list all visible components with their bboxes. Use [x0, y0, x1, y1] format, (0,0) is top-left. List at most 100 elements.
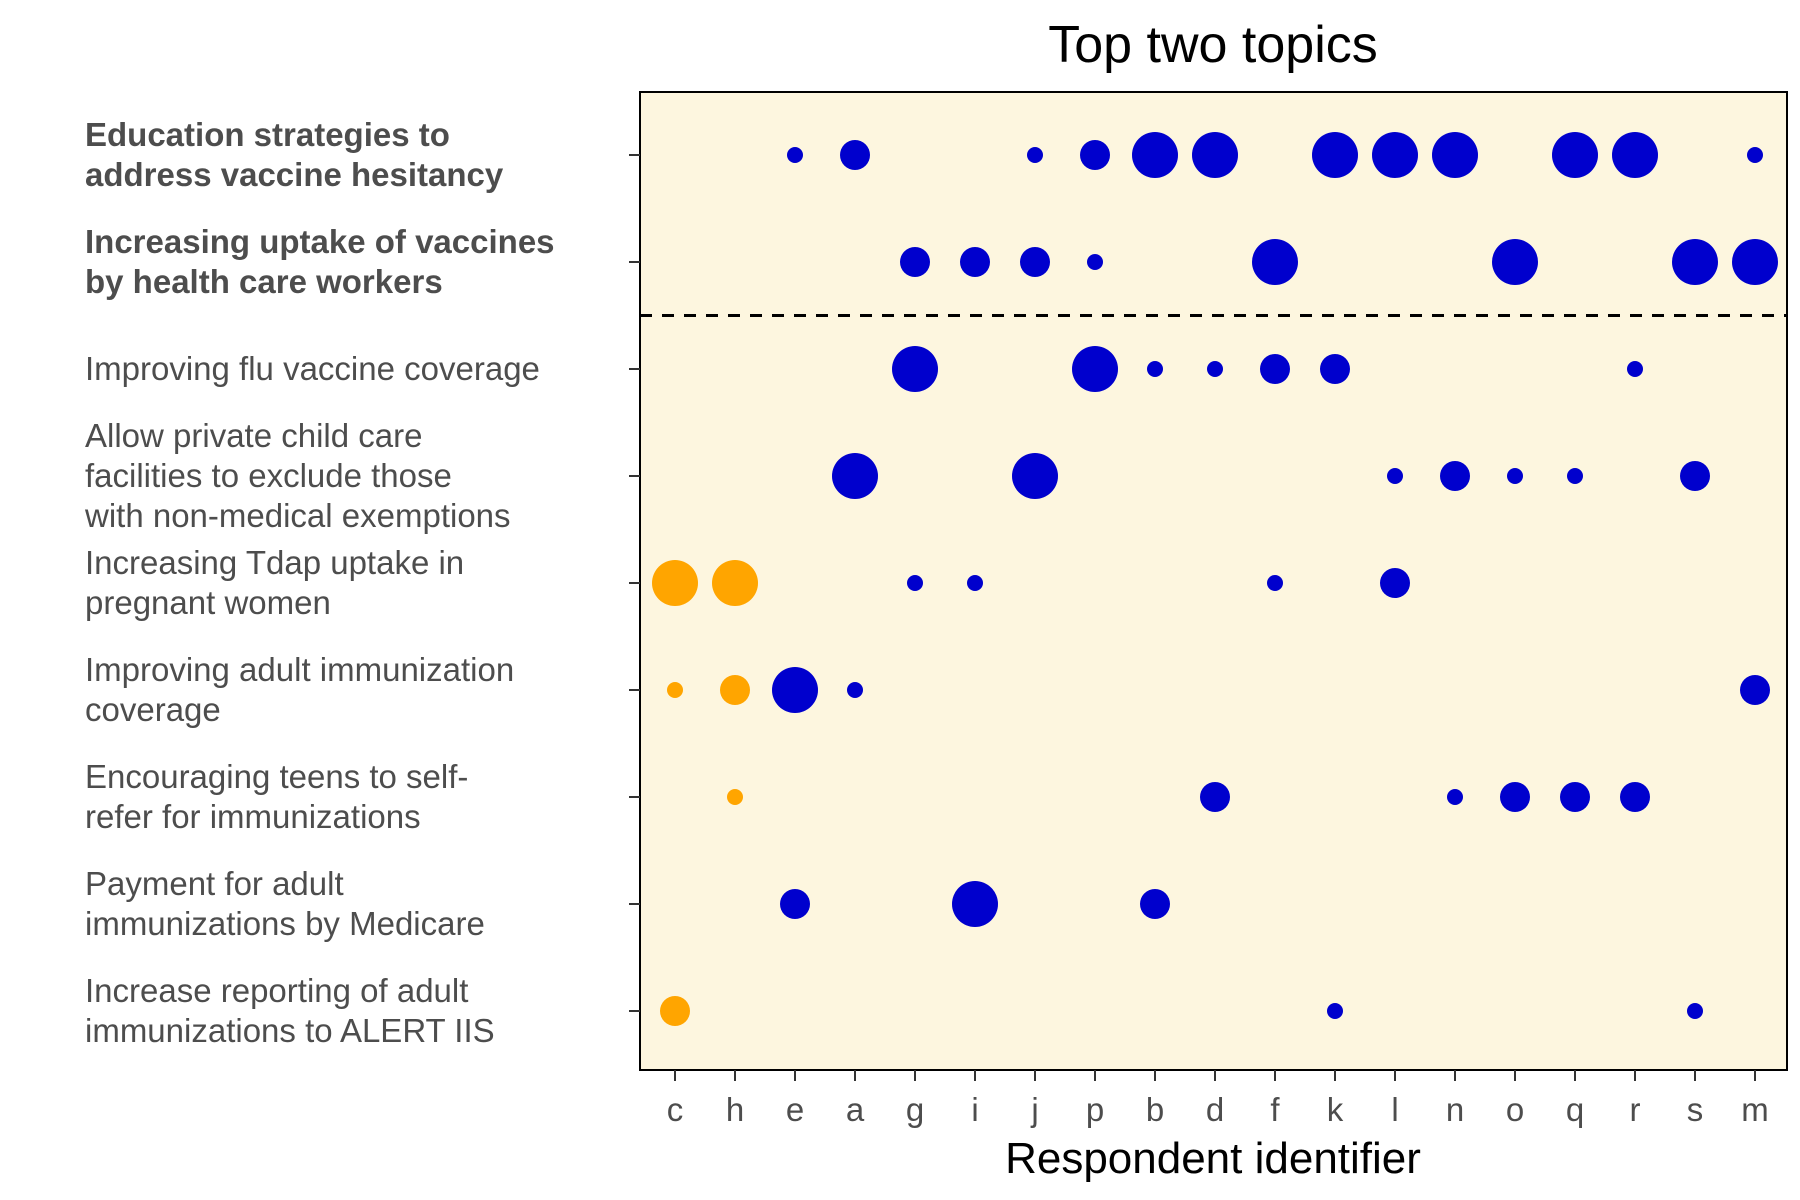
points-layer: [652, 132, 1778, 1026]
y-tick-label: Education strategies to: [85, 116, 450, 153]
data-point: [1207, 361, 1223, 377]
data-point: [1147, 361, 1163, 377]
data-point: [1492, 239, 1538, 285]
data-point: [1680, 461, 1710, 491]
data-point: [780, 889, 810, 919]
data-point: [1020, 247, 1050, 277]
data-point: [1732, 239, 1778, 285]
data-point: [1132, 132, 1178, 178]
x-tick-label: n: [1446, 1091, 1464, 1128]
data-point: [1747, 147, 1763, 163]
y-tick-label: Encouraging teens to self-: [85, 758, 468, 795]
x-tick-label: k: [1327, 1091, 1344, 1128]
data-point: [1612, 132, 1658, 178]
data-point: [1087, 254, 1103, 270]
x-tick-label: f: [1270, 1091, 1280, 1128]
y-tick-label: address vaccine hesitancy: [85, 156, 504, 193]
data-point: [1372, 132, 1418, 178]
y-tick-label: Allow private child care: [85, 417, 422, 454]
x-axis-label: Respondent identifier: [1005, 1134, 1421, 1183]
data-point: [1267, 575, 1283, 591]
data-point: [1432, 132, 1478, 178]
x-tick-label: g: [906, 1091, 924, 1128]
data-point: [1387, 468, 1403, 484]
data-point: [1072, 346, 1118, 392]
data-point: [832, 453, 878, 499]
x-tick-label: l: [1391, 1091, 1398, 1128]
data-point: [1560, 782, 1590, 812]
data-point: [1192, 132, 1238, 178]
data-point: [1687, 1003, 1703, 1019]
data-point: [727, 789, 743, 805]
data-point: [892, 346, 938, 392]
data-point: [1140, 889, 1170, 919]
y-tick-label: pregnant women: [85, 584, 331, 621]
data-point: [1500, 782, 1530, 812]
x-tick-label: r: [1630, 1091, 1641, 1128]
data-point: [1567, 468, 1583, 484]
y-tick-label: refer for immunizations: [85, 798, 421, 835]
y-tick-label: Improving flu vaccine coverage: [85, 350, 540, 387]
data-point: [1507, 468, 1523, 484]
data-point: [1312, 132, 1358, 178]
y-tick-label: immunizations to ALERT IIS: [85, 1012, 495, 1049]
y-tick-label: Increasing Tdap uptake in: [85, 544, 464, 581]
data-point: [652, 560, 698, 606]
data-point: [1447, 789, 1463, 805]
data-point: [952, 881, 998, 927]
data-point: [1200, 782, 1230, 812]
x-tick-label: p: [1086, 1091, 1104, 1128]
data-point: [1380, 568, 1410, 598]
x-tick-label: s: [1687, 1091, 1704, 1128]
x-tick-label: j: [1030, 1091, 1038, 1128]
data-point: [967, 575, 983, 591]
data-point: [712, 560, 758, 606]
x-tick-label: i: [971, 1091, 978, 1128]
data-point: [1620, 782, 1650, 812]
data-point: [900, 247, 930, 277]
y-tick-label: with non-medical exemptions: [84, 497, 511, 534]
data-point: [1320, 354, 1350, 384]
x-tick-label: m: [1741, 1091, 1769, 1128]
data-point: [660, 996, 690, 1026]
x-tick-label: c: [667, 1091, 684, 1128]
y-tick-label: by health care workers: [85, 263, 443, 300]
data-point: [787, 147, 803, 163]
data-point: [1327, 1003, 1343, 1019]
y-tick-label: Payment for adult: [85, 865, 344, 902]
data-point: [1627, 361, 1643, 377]
y-tick-label: Improving adult immunization: [85, 651, 514, 688]
data-point: [667, 682, 683, 698]
x-tick-label: d: [1206, 1091, 1224, 1128]
y-tick-label: immunizations by Medicare: [85, 905, 485, 942]
data-point: [1740, 675, 1770, 705]
x-tick-label: e: [786, 1091, 804, 1128]
y-tick-label: Increasing uptake of vaccines: [85, 223, 555, 260]
data-point: [1672, 239, 1718, 285]
data-point: [1260, 354, 1290, 384]
y-tick-label: facilities to exclude those: [85, 457, 452, 494]
data-point: [907, 575, 923, 591]
y-tick-label: Increase reporting of adult: [85, 972, 468, 1009]
data-point: [1552, 132, 1598, 178]
data-point: [720, 675, 750, 705]
y-tick-label: coverage: [85, 691, 221, 728]
x-tick-label: h: [726, 1091, 744, 1128]
data-point: [1440, 461, 1470, 491]
data-point: [772, 667, 818, 713]
data-point: [1080, 140, 1110, 170]
data-point: [1027, 147, 1043, 163]
chart-title: Top two topics: [1048, 16, 1378, 74]
data-point: [960, 247, 990, 277]
data-point: [840, 140, 870, 170]
x-tick-label: o: [1506, 1091, 1524, 1128]
x-tick-label: b: [1146, 1091, 1164, 1128]
data-point: [1012, 453, 1058, 499]
data-point: [1252, 239, 1298, 285]
x-tick-label: q: [1566, 1091, 1584, 1128]
plot-panel: [639, 91, 1788, 1071]
x-tick-label: a: [846, 1091, 865, 1128]
